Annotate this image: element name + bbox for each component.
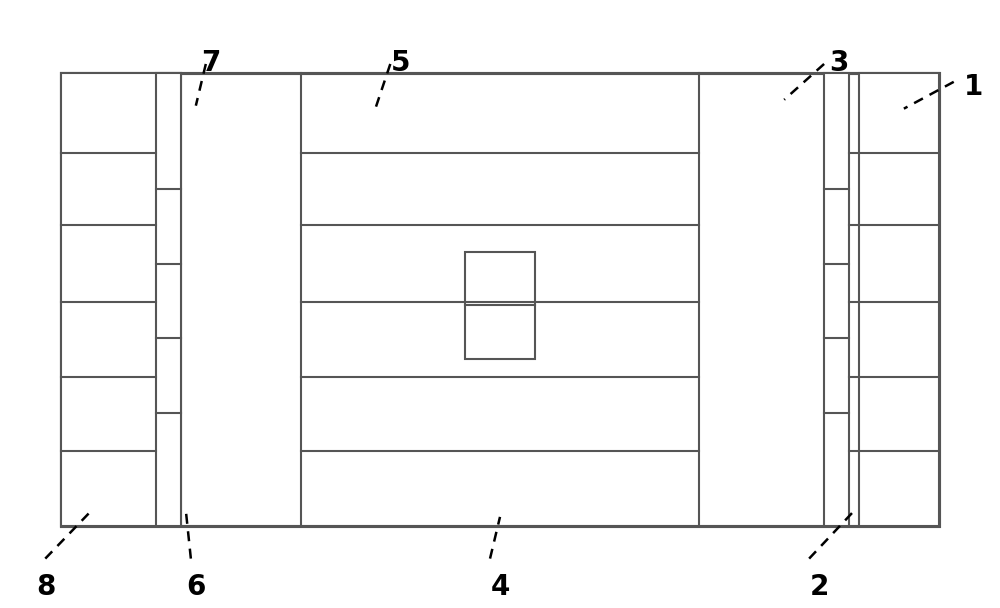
Text: 2: 2 <box>809 573 829 601</box>
Bar <box>156 73 181 526</box>
Text: 7: 7 <box>201 49 220 77</box>
Bar <box>824 73 849 526</box>
Bar <box>465 252 535 359</box>
Text: 3: 3 <box>829 49 849 77</box>
Text: 4: 4 <box>490 573 510 601</box>
Bar <box>859 73 939 526</box>
Text: 6: 6 <box>186 573 206 601</box>
Text: 8: 8 <box>37 573 56 601</box>
Text: 1: 1 <box>964 73 983 101</box>
Bar <box>61 73 181 526</box>
Text: 5: 5 <box>391 49 410 77</box>
Bar <box>61 73 939 526</box>
